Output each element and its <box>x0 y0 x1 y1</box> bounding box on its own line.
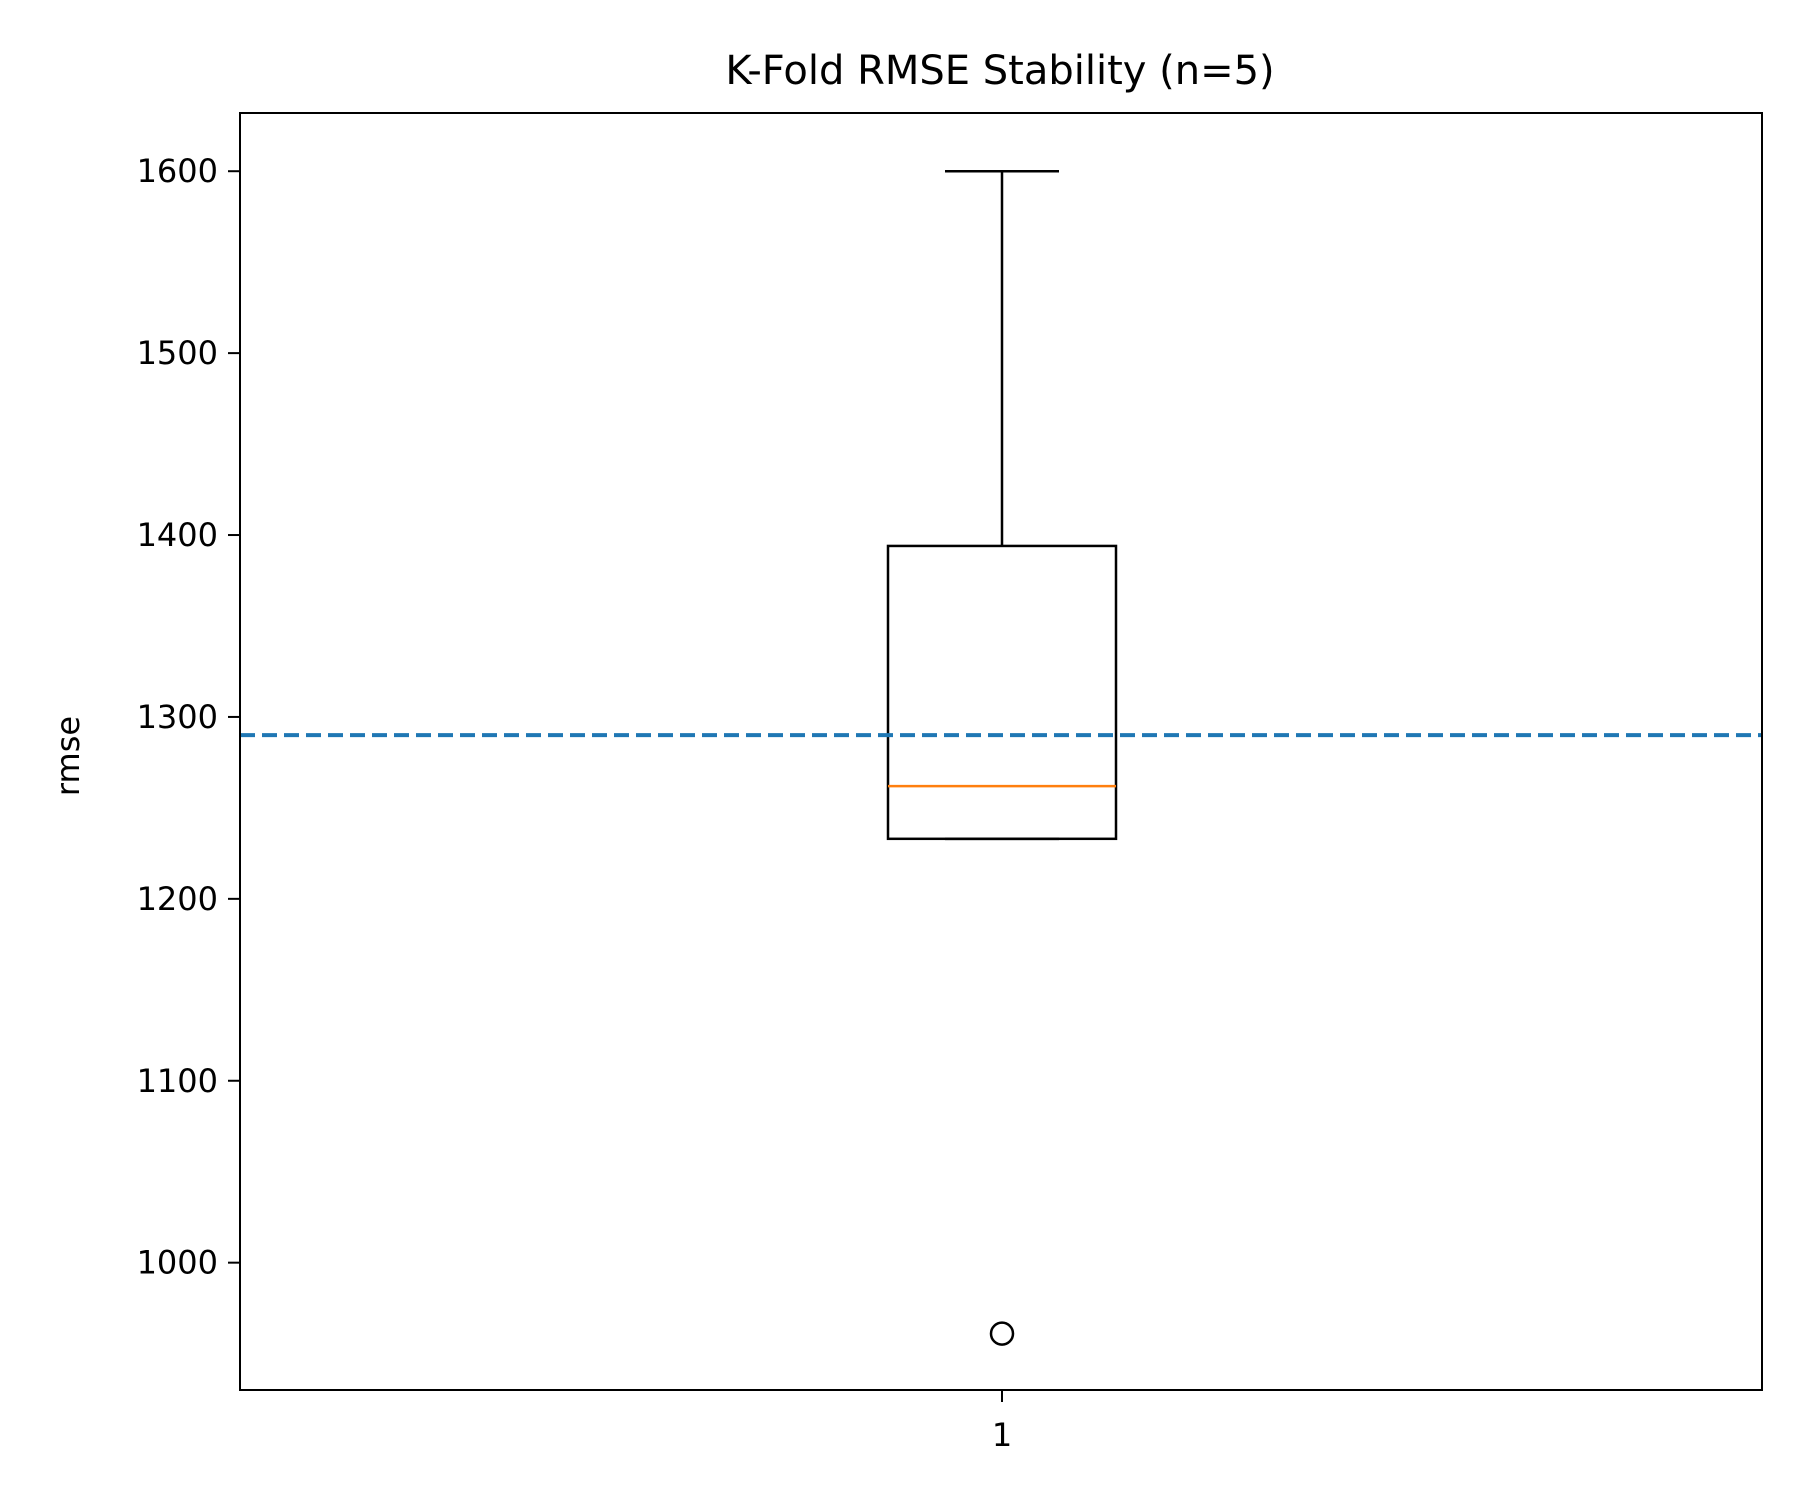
plot-frame <box>239 112 1763 1391</box>
y-axis-label: rmse <box>49 716 87 796</box>
y-tick-label: 1500 <box>137 334 218 372</box>
x-tick-label: 1 <box>992 1416 1012 1454</box>
y-tick-label: 1100 <box>137 1062 218 1100</box>
y-tick-label: 1300 <box>137 698 218 736</box>
y-tick-label: 1400 <box>137 516 218 554</box>
outlier-point <box>989 1321 1015 1346</box>
y-tick-label: 1000 <box>137 1244 218 1282</box>
iqr-box <box>886 544 1118 841</box>
y-tick-label: 1600 <box>137 152 218 190</box>
chart-title: K-Fold RMSE Stability (n=5) <box>725 48 1274 94</box>
y-tick-label: 1200 <box>137 880 218 918</box>
